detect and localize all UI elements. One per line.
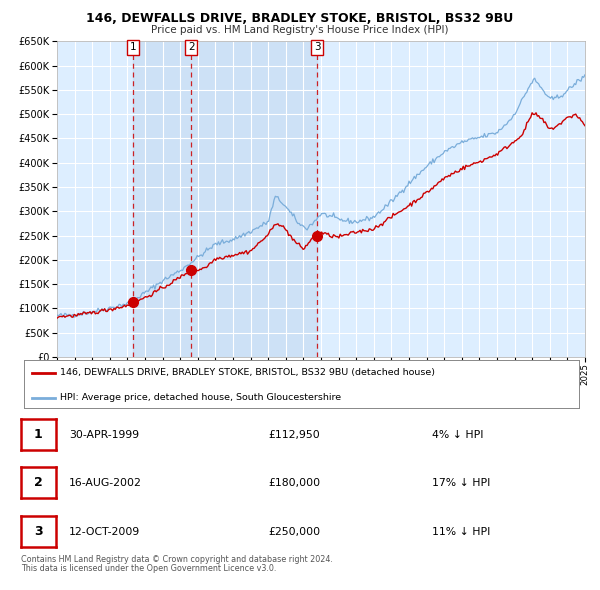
Text: 1: 1: [130, 42, 137, 52]
Text: 146, DEWFALLS DRIVE, BRADLEY STOKE, BRISTOL, BS32 9BU (detached house): 146, DEWFALLS DRIVE, BRADLEY STOKE, BRIS…: [60, 369, 435, 378]
Text: 146, DEWFALLS DRIVE, BRADLEY STOKE, BRISTOL, BS32 9BU: 146, DEWFALLS DRIVE, BRADLEY STOKE, BRIS…: [86, 12, 514, 25]
Text: 2: 2: [34, 476, 43, 489]
Text: 3: 3: [34, 525, 43, 538]
Text: 17% ↓ HPI: 17% ↓ HPI: [432, 478, 490, 488]
Text: 12-OCT-2009: 12-OCT-2009: [69, 527, 140, 537]
Bar: [133, 41, 317, 357]
Text: 2: 2: [188, 42, 194, 52]
Text: £112,950: £112,950: [268, 430, 320, 440]
Text: £180,000: £180,000: [268, 478, 320, 488]
Text: 1: 1: [34, 428, 43, 441]
Text: HPI: Average price, detached house, South Gloucestershire: HPI: Average price, detached house, Sout…: [60, 393, 341, 402]
Text: 4% ↓ HPI: 4% ↓ HPI: [432, 430, 484, 440]
Text: 3: 3: [314, 42, 320, 52]
Text: 11% ↓ HPI: 11% ↓ HPI: [432, 527, 490, 537]
Text: Price paid vs. HM Land Registry's House Price Index (HPI): Price paid vs. HM Land Registry's House …: [151, 25, 449, 35]
Text: 30-APR-1999: 30-APR-1999: [69, 430, 139, 440]
Text: £250,000: £250,000: [268, 527, 320, 537]
Text: Contains HM Land Registry data © Crown copyright and database right 2024.: Contains HM Land Registry data © Crown c…: [21, 555, 333, 564]
Text: This data is licensed under the Open Government Licence v3.0.: This data is licensed under the Open Gov…: [21, 565, 277, 573]
Text: 16-AUG-2002: 16-AUG-2002: [69, 478, 142, 488]
